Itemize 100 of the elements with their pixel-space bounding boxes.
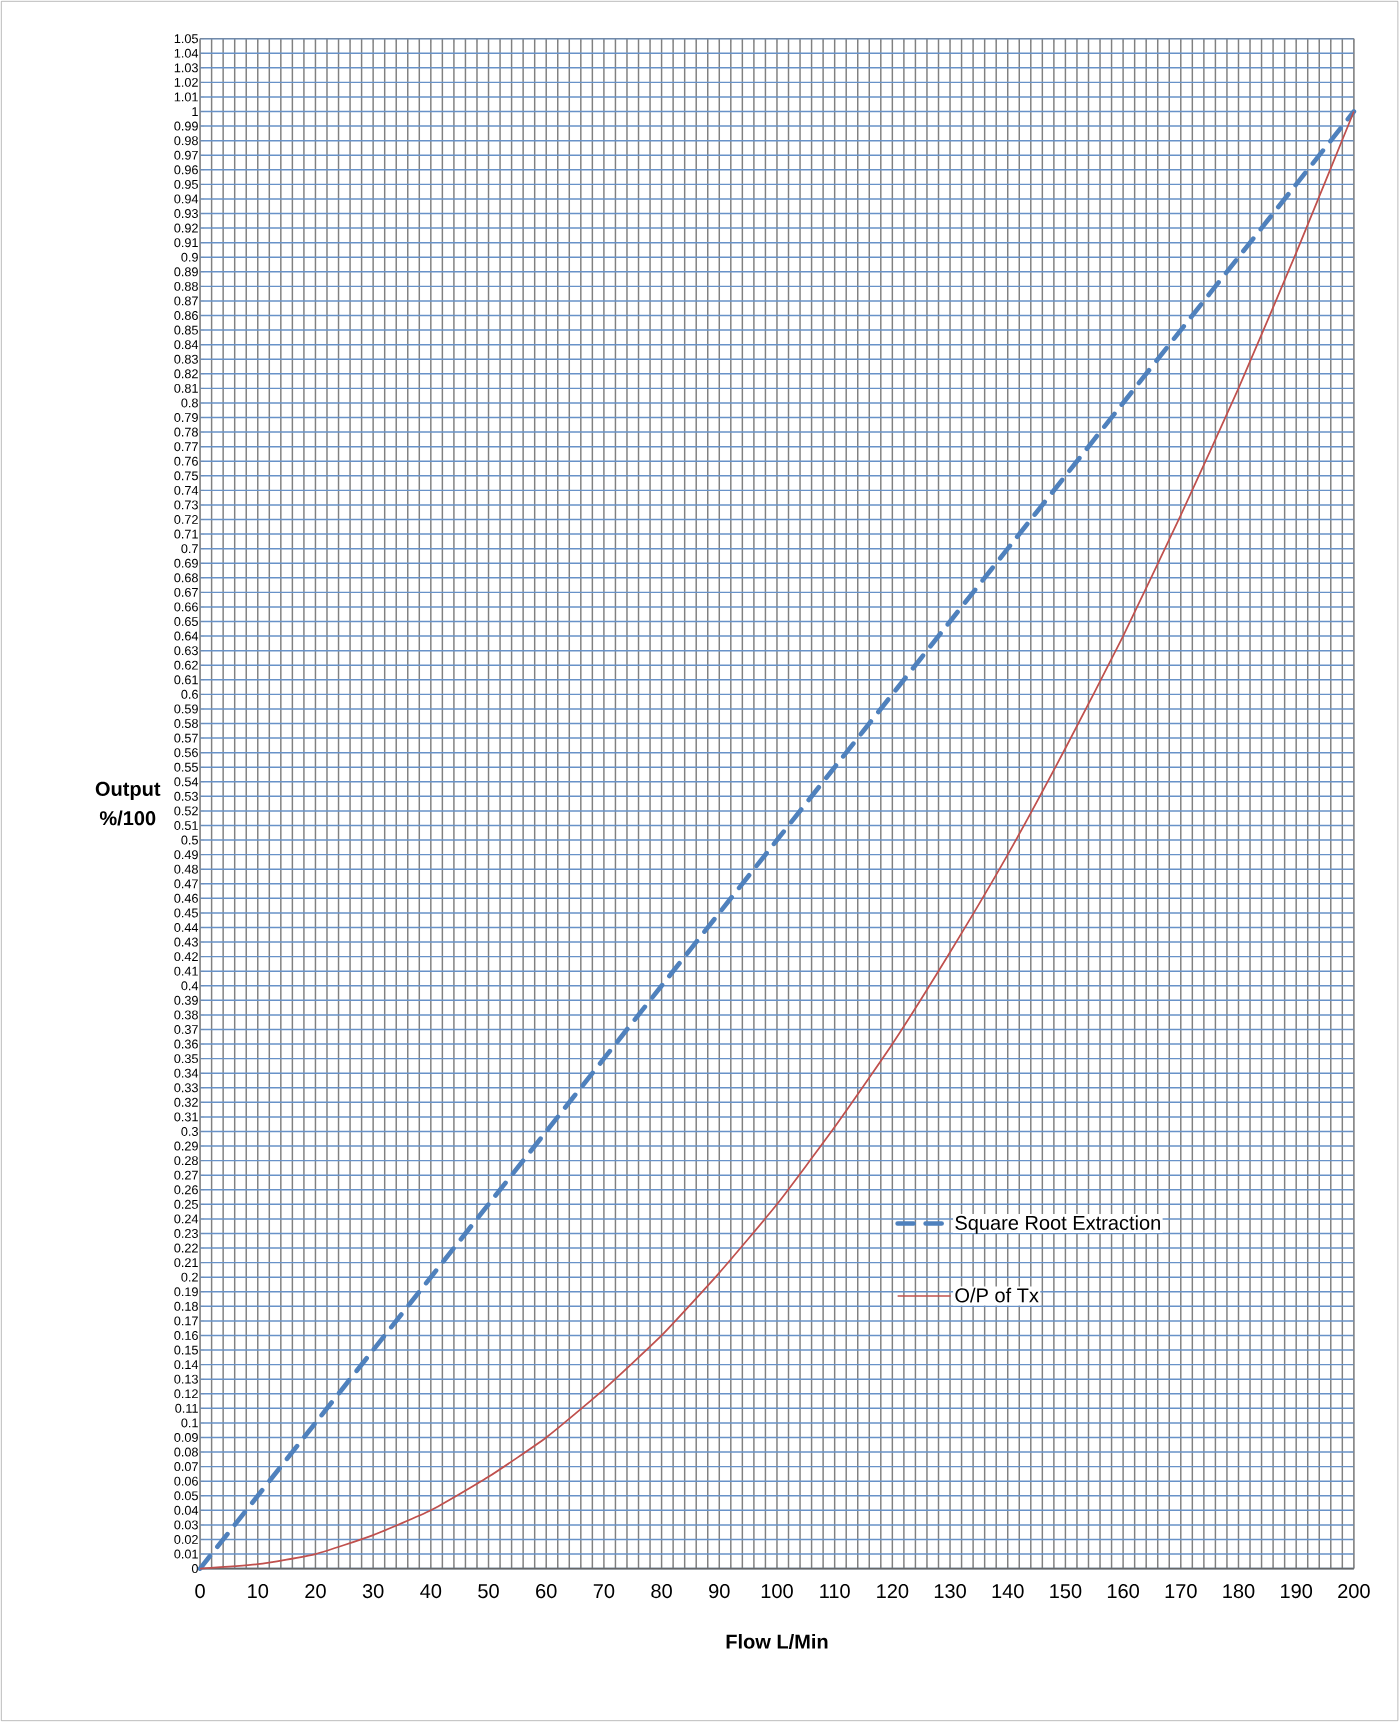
y-tick-label: 0.45 [174,908,198,918]
y-tick-label: 0.92 [174,223,198,233]
y-tick-label: 0.28 [174,1156,198,1166]
x-axis-title: Flow L/Min [726,1633,828,1649]
legend-label: Square Root Extraction [955,1215,1160,1234]
y-tick-label: 0.91 [174,238,198,248]
y-tick-label: 0 [191,1564,198,1574]
x-tick-label: 100 [761,1583,793,1599]
x-tick-label: 200 [1338,1583,1370,1599]
legend-label: O/P of Tx [955,1287,1039,1303]
y-tick-label: 0.25 [174,1199,198,1209]
y-tick-label: 0.85 [174,325,198,335]
x-tick-label: 150 [1050,1583,1082,1599]
y-tick-label: 0.24 [174,1214,198,1224]
x-tick-label: 10 [248,1583,268,1599]
y-tick-label: 0.61 [174,675,198,685]
y-tick-label: 0.79 [174,413,198,422]
y-tick-label: 0.49 [174,850,198,860]
y-tick-label: 0.75 [174,471,198,481]
x-tick-label: 140 [992,1583,1024,1599]
y-tick-label: 0.4 [181,981,199,991]
y-tick-label: 0.84 [174,340,198,350]
y-tick-label: 0.15 [174,1345,198,1355]
y-tick-label: 0.38 [174,1010,198,1020]
y-tick-label: 0.34 [174,1068,198,1078]
y-tick-label: 0.39 [174,995,198,1005]
y-tick-label: 1.04 [174,48,198,58]
y-tick-label: 0.01 [174,1549,198,1559]
y-tick-label: 0.76 [174,456,198,466]
x-tick-label: 160 [1107,1583,1139,1599]
y-tick-label: 0.81 [174,383,198,393]
y-tick-label: 0.67 [174,587,198,597]
y-tick-label: 0.26 [174,1185,198,1195]
y-tick-label: 0.53 [174,791,198,801]
y-tick-label: 0.09 [174,1432,198,1442]
y-tick-label: 0.74 [174,485,198,495]
y-tick-label: 0.59 [174,704,198,714]
y-tick-label: 0.6 [181,689,198,699]
y-tick-label: 0.48 [174,864,198,874]
y-tick-label: 0.05 [174,1491,198,1501]
y-tick-label: 0.35 [174,1054,198,1064]
y-axis-title: Output %/100 [95,781,161,826]
y-tick-label: 0.1 [181,1418,198,1428]
y-tick-label: 0.72 [174,515,198,524]
x-tick-label: 180 [1223,1583,1255,1599]
y-tick-label: 0.17 [174,1316,198,1326]
y-tick-label: 0.98 [174,136,198,146]
y-tick-label: 0.22 [174,1243,198,1253]
y-tick-label: 0.83 [174,354,198,364]
y-tick-label: 0.82 [174,369,198,379]
y-tick-label: 0.56 [174,748,198,758]
y-tick-label: 0.06 [174,1476,198,1486]
y-tick-label: 0.51 [174,821,198,830]
y-tick-label: 0.99 [174,121,198,131]
y-tick-label: 0.31 [174,1112,198,1122]
y-tick-label: 0.44 [174,923,198,932]
y-tick-label: 0.96 [174,165,198,175]
y-tick-label: 0.54 [174,777,198,787]
y-tick-label: 0.41 [174,966,198,976]
x-tick-label: 20 [305,1583,326,1599]
x-tick-label: 170 [1165,1583,1197,1599]
y-tick-label: 0.12 [174,1389,198,1399]
y-tick-label: 1.03 [174,63,198,73]
y-tick-label: 0.13 [174,1374,198,1384]
y-tick-label: 0.9 [181,252,198,262]
y-tick-label: 0.32 [174,1097,198,1107]
y-tick-label: 0.29 [174,1141,198,1151]
y-tick-label: 0.73 [174,500,198,510]
y-tick-label: 0.47 [174,879,198,889]
x-tick-label: 70 [593,1583,615,1599]
y-tick-label: 0.33 [174,1083,198,1093]
x-tick-label: 80 [651,1583,672,1599]
y-tick-label: 0.97 [174,150,198,160]
y-tick-label: 0.36 [174,1039,198,1049]
y-tick-label: 0.66 [174,602,198,612]
x-tick-label: 190 [1280,1583,1312,1599]
y-tick-label: 0.16 [174,1330,198,1340]
y-tick-label: 0.5 [181,835,198,845]
y-tick-label: 0.68 [174,573,198,583]
y-tick-label: 0.03 [174,1520,198,1530]
y-tick-label: 0.52 [174,806,198,816]
y-tick-label: 0.71 [174,529,198,539]
y-tick-label: 0.08 [174,1447,198,1457]
y-tick-label: 0.07 [174,1462,198,1472]
y-tick-label: 0.8 [181,398,198,408]
y-tick-label: 0.95 [174,179,198,189]
y-tick-label: 0.55 [174,762,198,772]
y-tick-label: 0.58 [174,719,198,728]
y-tick-label: 0.27 [174,1170,198,1180]
y-tick-label: 0.2 [181,1272,198,1282]
y-tick-label: 1.05 [174,34,198,44]
y-tick-label: 0.43 [174,937,198,947]
y-tick-label: 0.23 [174,1228,198,1238]
x-tick-label: 30 [362,1583,384,1599]
y-tick-label: 0.65 [174,617,198,626]
y-tick-label: 0.02 [174,1534,198,1544]
x-tick-label: 50 [478,1583,499,1599]
y-tick-label: 0.46 [174,893,198,903]
y-tick-label: 0.69 [174,558,198,568]
y-tick-label: 0.63 [174,646,198,656]
